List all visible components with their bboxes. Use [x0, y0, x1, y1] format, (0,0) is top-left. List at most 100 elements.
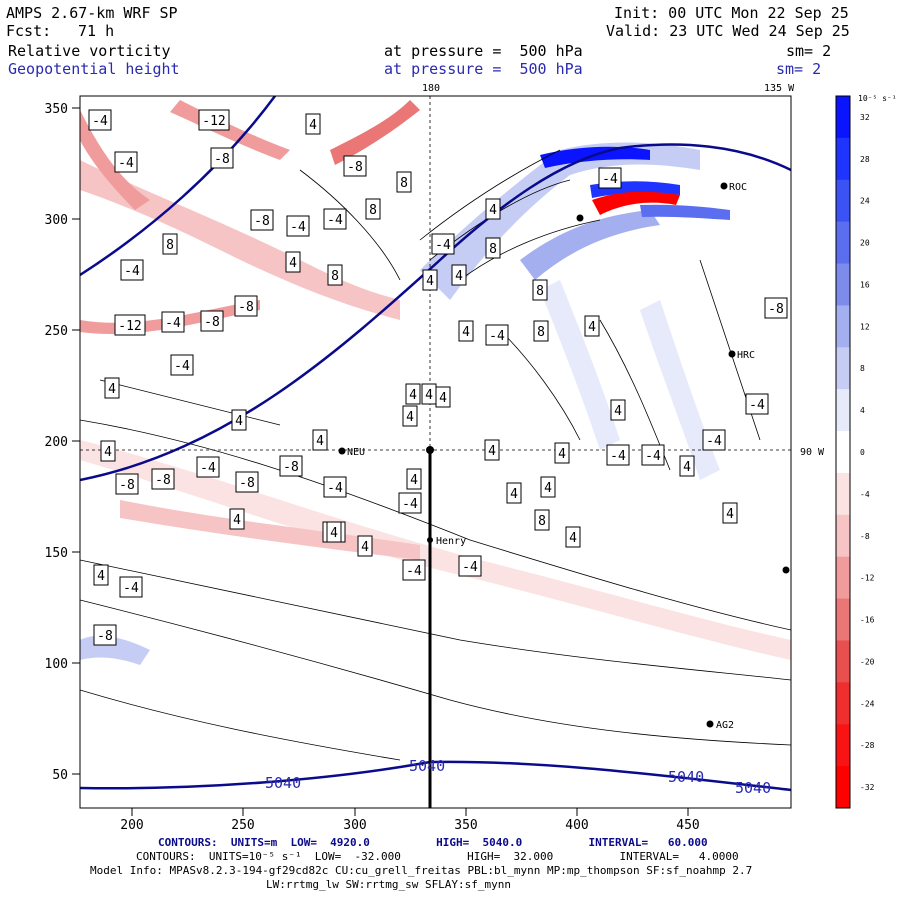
svg-text:4: 4	[309, 118, 317, 133]
vorticity-label: -4	[120, 259, 144, 281]
y-tick-200: 200	[45, 435, 80, 450]
x-axis: 200 250 300 350 400 450	[120, 808, 700, 833]
y-tick-150: 150	[45, 546, 80, 561]
svg-text:-4: -4	[402, 497, 418, 512]
y-tick-250: 250	[45, 324, 80, 339]
vorticity-label: 4	[451, 264, 467, 286]
height-label: 5040	[265, 774, 301, 792]
svg-text:-4: -4	[602, 172, 618, 187]
colorbar-units: 10⁻⁵ s⁻¹	[858, 94, 897, 103]
lon-label-180: 180	[422, 83, 441, 94]
svg-text:4: 4	[104, 445, 112, 460]
vorticity-label: 4	[506, 482, 522, 504]
svg-text:-8: -8	[204, 315, 220, 330]
svg-text:4: 4	[455, 269, 463, 284]
vorticity-label: -4	[641, 444, 665, 466]
colorbar-segment	[836, 724, 850, 767]
svg-text:NEU: NEU	[347, 447, 365, 458]
vorticity-label: 4	[285, 251, 301, 273]
svg-text:8: 8	[166, 238, 174, 253]
lon-label-135w: 135 W	[764, 83, 795, 94]
vorticity-label: -8	[210, 147, 234, 169]
svg-text:-12: -12	[202, 114, 225, 129]
svg-text:8: 8	[489, 242, 497, 257]
colorbar-tick-label: 24	[860, 197, 870, 206]
negative-vorticity-band-lower	[120, 500, 420, 560]
svg-text:300: 300	[45, 213, 68, 228]
vorticity-label: -4	[323, 208, 347, 230]
vorticity-label: 4	[422, 269, 438, 291]
svg-text:-8: -8	[97, 629, 113, 644]
vorticity-label: 8	[365, 198, 381, 220]
svg-text:4: 4	[588, 320, 596, 335]
vorticity-label: 4	[584, 315, 600, 337]
negative-vorticity-core-ne	[592, 191, 680, 215]
svg-text:350: 350	[454, 818, 477, 833]
colorbar-segment	[836, 263, 850, 306]
vorticity-label: 4	[357, 535, 373, 557]
station-henry: Henry	[427, 536, 466, 547]
station-neu: NEU	[338, 447, 365, 458]
station-hrc: HRC	[728, 350, 755, 361]
vorticity-label: 8	[485, 237, 501, 259]
svg-text:4: 4	[439, 391, 447, 406]
y-tick-100: 100	[45, 657, 80, 672]
vorticity-label: -4	[88, 109, 112, 131]
colorbar-segment	[836, 472, 850, 516]
svg-text:-4: -4	[645, 449, 661, 464]
colorbar-tick-label: 32	[860, 113, 870, 122]
svg-text:4: 4	[426, 274, 434, 289]
svg-text:350: 350	[45, 102, 68, 117]
vorticity-label: 8	[162, 233, 178, 255]
vorticity-label: -4	[398, 492, 422, 514]
vorticity-label: -8	[115, 473, 139, 495]
vorticity-label: -4	[323, 476, 347, 498]
colorbar-segment	[836, 137, 850, 181]
contour-info-height: CONTOURS: UNITS=m LOW= 4920.0 HIGH= 5040…	[158, 836, 708, 849]
vorticity-label: -4	[114, 151, 138, 173]
svg-text:-8: -8	[283, 460, 299, 475]
vorticity-label: -4	[458, 555, 482, 577]
vorticity-contours	[80, 149, 791, 761]
svg-text:-4: -4	[749, 398, 765, 413]
svg-text:-4: -4	[489, 329, 505, 344]
vorticity-label: -4	[485, 324, 509, 346]
colorbar-tick-label: 20	[860, 239, 870, 248]
y-tick-50: 50	[52, 768, 80, 783]
vorticity-label: 8	[396, 171, 412, 193]
vorticity-label: 4	[610, 399, 626, 421]
colorbar-tick-label: -16	[860, 616, 875, 625]
vorticity-label: -4	[431, 233, 455, 255]
vorticity-label: -4	[606, 444, 630, 466]
colorbar-tick-label: -28	[860, 741, 875, 750]
vorticity-label: -8	[151, 468, 175, 490]
colorbar: 32 28 24 20 16 12 8 4 0 -4 -8 -12 -16 -20 -24 -28 -32	[835, 95, 875, 809]
vorticity-label: 4	[100, 440, 116, 462]
colorbar-tick-label: -8	[860, 532, 870, 541]
svg-text:-8: -8	[239, 476, 255, 491]
vorticity-label: 4	[402, 405, 418, 427]
svg-text:HRC: HRC	[737, 350, 755, 361]
vorticity-label: -4	[170, 354, 194, 376]
vorticity-label: 4	[421, 383, 437, 405]
lon-label-90w: 90 W	[800, 447, 825, 458]
svg-text:-4: -4	[118, 156, 134, 171]
svg-text:-4: -4	[92, 114, 108, 129]
vorticity-labels: -4 -12 4 -4 -8 -8 8 -4 8 -8 -4 4 8 -4 8 -4 -12 -4 -8 -8 4 -4 4…	[88, 109, 788, 646]
vorticity-label: 4	[540, 476, 556, 498]
svg-text:-4: -4	[165, 316, 181, 331]
svg-text:AG2: AG2	[716, 720, 734, 731]
colorbar-tick-label: -12	[860, 574, 875, 583]
vorticity-label: 4	[229, 508, 245, 530]
positive-vorticity-band-e2	[640, 300, 720, 480]
svg-text:4: 4	[614, 404, 622, 419]
svg-text:250: 250	[231, 818, 254, 833]
colorbar-tick-label: 8	[860, 364, 865, 373]
colorbar-segment	[836, 682, 850, 725]
colorbar-tick-label: 28	[860, 155, 870, 164]
svg-text:4: 4	[289, 256, 297, 271]
svg-text:4: 4	[683, 460, 691, 475]
positive-vorticity-band-e	[540, 280, 620, 450]
svg-text:400: 400	[565, 818, 588, 833]
svg-text:-4: -4	[435, 238, 451, 253]
